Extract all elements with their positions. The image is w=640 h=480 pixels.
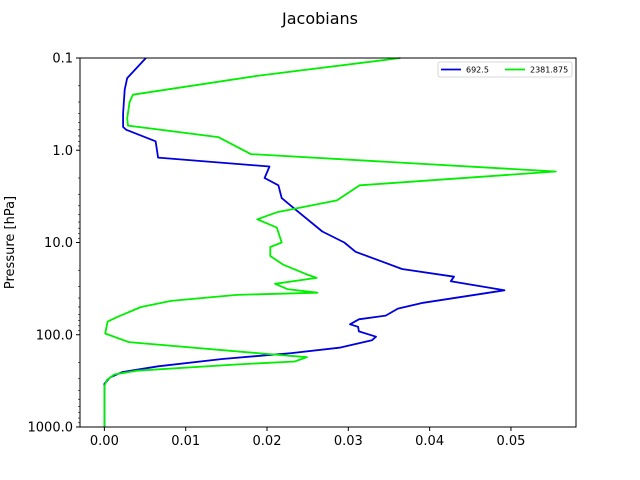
y-axis-ticks: 0.1 1.0 10.0 100.0 1000.0 [28, 52, 80, 436]
legend: 692.5 2381.875 [437, 61, 573, 78]
x-tick-label: 0.04 [415, 434, 444, 449]
y-tick-label: 1.0 [52, 144, 73, 159]
chart-title: Jacobians [281, 9, 358, 28]
axes-frame [79, 57, 577, 428]
x-tick-label: 0.00 [90, 434, 119, 449]
y-tick-label: 1000.0 [28, 421, 74, 436]
x-tick-label: 0.01 [171, 434, 200, 449]
legend-label-1: 2381.875 [530, 66, 568, 75]
x-tick-label: 0.03 [334, 434, 363, 449]
y-axis-label: Pressure [hPa] [3, 196, 18, 289]
series-line-1 [103, 57, 557, 427]
y-tick-label: 100.0 [36, 328, 73, 343]
y-tick-label: 0.1 [52, 52, 73, 67]
series-line-0 [103, 57, 506, 427]
plot-area [103, 57, 557, 427]
x-tick-label: 0.05 [496, 434, 525, 449]
y-tick-label: 10.0 [44, 236, 73, 251]
x-tick-label: 0.02 [253, 434, 282, 449]
x-axis-ticks: 0.00 0.01 0.02 0.03 0.04 0.05 [90, 427, 525, 449]
legend-label-0: 692.5 [466, 66, 489, 75]
